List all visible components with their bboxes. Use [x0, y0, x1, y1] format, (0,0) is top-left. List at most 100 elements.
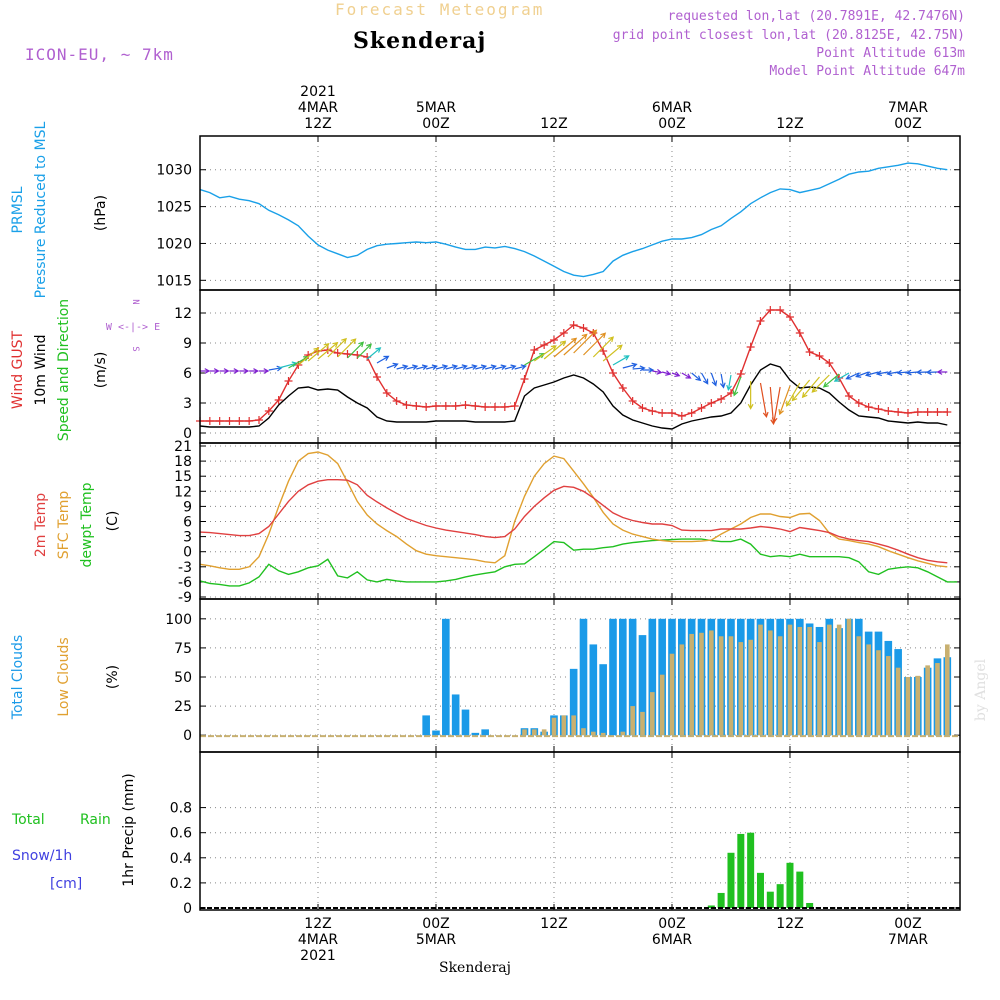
wind-speed-series-line [199, 363, 948, 430]
station-title: Skenderaj [353, 28, 487, 54]
total-clouds-bar [579, 618, 588, 736]
wind-direction-arrow [661, 370, 672, 376]
low-clouds-bar [679, 644, 685, 736]
low-clouds-bar [581, 728, 586, 736]
forecast-label: Forecast Meteogram [335, 0, 545, 19]
total-clouds-bar [619, 618, 627, 736]
low-clouds-bar [738, 642, 744, 736]
wind-direction-arrow [671, 371, 681, 378]
y-tick-label: 1030 [156, 163, 192, 179]
total-clouds-bar [609, 618, 617, 736]
low-clouds-bar [945, 644, 950, 736]
top-time-label: 12Z [304, 116, 331, 132]
wind-gust-point [284, 377, 293, 385]
model-altitude: Model Point Altitude 647m [769, 64, 965, 79]
low-clouds-bar [895, 667, 901, 736]
wind-gust-point [825, 359, 834, 367]
low-clouds-bar [866, 644, 871, 736]
low-clouds-bar [522, 729, 527, 736]
low-clouds-bar [905, 677, 911, 736]
wind-direction-arrow [455, 364, 468, 370]
wind-direction-arrow [710, 372, 718, 387]
pressure-label-msl: Pressure Reduced to MSL [33, 121, 49, 298]
low-clouds-bar [886, 656, 891, 736]
y-tick-label: 0 [183, 901, 192, 917]
wind-gust-point [471, 402, 480, 410]
rain-bar [756, 872, 764, 908]
wind-gust-point [520, 375, 529, 383]
wind-direction-arrow [759, 382, 769, 419]
low-clouds-bar [846, 618, 852, 736]
wind-gust-point [874, 405, 883, 413]
wind-direction-arrow [642, 367, 655, 373]
low-clouds-bar [541, 729, 547, 736]
total-clouds-bar [599, 664, 607, 736]
y-tick-label: 12 [174, 484, 192, 500]
total-clouds-bar [442, 618, 450, 736]
wind-10m-label: 10m Wind [33, 334, 49, 405]
y-tick-label: 25 [174, 699, 192, 715]
clouds-unit-label: (%) [105, 665, 121, 689]
wind-direction-arrow [504, 364, 517, 371]
wind-gust-point [510, 402, 519, 410]
low-clouds-bar [836, 624, 842, 736]
wind-gust-point [697, 404, 706, 412]
wind-gust-point [648, 407, 657, 415]
low-clouds-bar [630, 706, 635, 736]
low-clouds-bar [640, 711, 645, 736]
y-tick-label: 9 [183, 336, 192, 352]
wind-direction-arrow [915, 369, 928, 376]
total-rain-label-word2: Rain [80, 812, 111, 828]
wind-gust-point [343, 350, 352, 358]
model-label: ICON-EU, ~ 7km [25, 45, 174, 64]
wind-gust-point [687, 409, 696, 417]
rain-bar [717, 892, 725, 908]
wind-direction-arrow [239, 368, 250, 374]
wind-gust-point [490, 403, 499, 411]
wind-direction-arrow [747, 381, 754, 410]
wind-direction-arrow [786, 382, 801, 407]
temp-unit-label: (C) [105, 511, 121, 532]
wind-direction-arrow [583, 332, 607, 356]
wind-direction-arrow [791, 379, 811, 402]
bottom-time-label: 6MAR [652, 932, 693, 948]
bottom-time-label: 00Z [894, 916, 921, 932]
total-clouds-bar [422, 715, 430, 736]
top-time-label: 5MAR [416, 100, 457, 116]
y-tick-label: 1025 [156, 200, 192, 216]
temp-2m-label: 2m Temp [33, 493, 49, 557]
precip-unit-label: 1hr Precip (mm) [121, 773, 137, 886]
low-clouds-bar [856, 636, 862, 736]
requested-coords: requested lon,lat (20.7891E, 42.7476N) [667, 9, 965, 24]
watermark-label: by Angel [973, 658, 989, 721]
low-clouds-bar [915, 675, 921, 736]
wind-direction-arrow [475, 364, 488, 371]
wind-direction-arrow [268, 365, 283, 372]
wind-gust-point [402, 401, 411, 409]
compass-south-label: S [130, 346, 140, 351]
wind-gust-point [884, 407, 893, 415]
wind-gust-point [766, 306, 775, 314]
wind-direction-arrow [732, 376, 742, 397]
wind-gust-point [864, 403, 873, 411]
wind-direction-arrow [833, 372, 850, 382]
low-clouds-bar [571, 715, 576, 736]
wind-gust-point [736, 370, 745, 378]
y-tick-label: 0 [183, 426, 192, 442]
rain-bar [727, 852, 735, 908]
wind-gust-point [412, 402, 421, 410]
wind-direction-arrow [691, 372, 702, 382]
low-clouds-bar [591, 731, 596, 736]
wind-gust-point [785, 313, 794, 321]
wind-gust-point [933, 408, 942, 416]
wind-gust-point [441, 402, 450, 410]
low-clouds-bar [768, 630, 773, 736]
wind-direction-arrow [652, 368, 663, 375]
rain-bar [796, 871, 804, 908]
low-clouds-bar [807, 626, 812, 736]
wind-direction-arrow [435, 364, 449, 370]
wind-direction-arrow [317, 341, 339, 360]
wind-direction-arrow [307, 343, 330, 362]
y-tick-label: 9 [183, 499, 192, 515]
y-tick-label: -3 [178, 560, 192, 576]
